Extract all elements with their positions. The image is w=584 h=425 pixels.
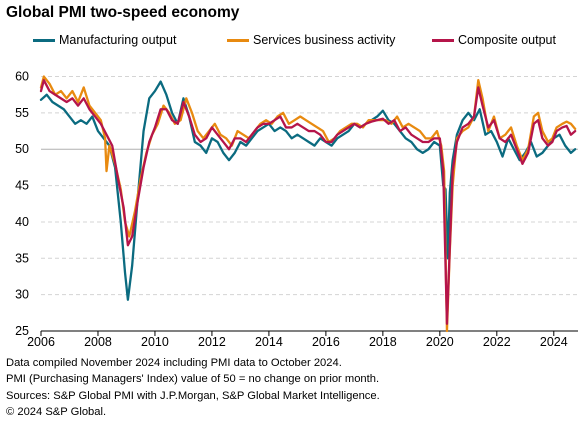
y-tick-label-45: 45 — [15, 179, 29, 193]
y-tick-label-50: 50 — [15, 142, 29, 156]
chart-title: Global PMI two-speed economy — [6, 4, 240, 21]
footnote-copyright: © 2024 S&P Global. — [6, 405, 107, 418]
footnote-pmi-definition: PMI (Purchasing Managers' Index) value o… — [6, 373, 380, 386]
x-tick-label-2022: 2022 — [483, 335, 511, 349]
legend-label-composite: Composite output — [458, 33, 556, 47]
y-axis-tick-labels: 25 30 35 40 45 50 55 60 — [15, 70, 29, 338]
footnotes: Data compiled November 2024 including PM… — [6, 355, 380, 420]
legend-swatch-services — [227, 38, 249, 42]
legend-item-manufacturing: Manufacturing output — [33, 33, 176, 47]
y-tick-label-40: 40 — [15, 215, 29, 229]
x-tick-label-2006: 2006 — [27, 335, 55, 349]
legend-item-services: Services business activity — [227, 33, 395, 47]
x-tick-label-2020: 2020 — [426, 335, 454, 349]
y-tick-label-35: 35 — [15, 251, 29, 265]
y-tick-label-30: 30 — [15, 288, 29, 302]
legend-label-manufacturing: Manufacturing output — [59, 33, 177, 47]
footnote-data-compiled: Data compiled November 2024 including PM… — [6, 357, 342, 369]
legend: Manufacturing output Services business a… — [0, 33, 584, 53]
legend-label-services: Services business activity — [253, 33, 396, 47]
y-tick-label-25: 25 — [15, 324, 29, 338]
grid — [41, 76, 578, 296]
series-line-composite-output — [39, 79, 577, 325]
x-axis — [40, 330, 578, 336]
footnote-sources: Sources: S&P Global PMI with J.P.Morgan,… — [6, 389, 380, 402]
x-tick-label-2012: 2012 — [198, 335, 226, 349]
x-tick-label-2008: 2008 — [84, 335, 112, 349]
x-axis-tick-labels: 2006 2008 2010 2012 2014 2016 2018 2020 2022 2024 — [27, 335, 568, 349]
legend-swatch-composite — [432, 38, 454, 42]
y-tick-label-55: 55 — [15, 106, 29, 120]
y-tick-label-60: 60 — [15, 70, 29, 84]
legend-item-composite: Composite output — [432, 33, 556, 47]
series-line-services-business-activity — [39, 75, 577, 333]
x-tick-label-2016: 2016 — [312, 335, 340, 349]
x-tick-label-2010: 2010 — [141, 335, 169, 349]
x-tick-label-2014: 2014 — [255, 335, 283, 349]
legend-swatch-manufacturing — [33, 38, 55, 42]
x-tick-label-2018: 2018 — [369, 335, 397, 349]
series-line-manufacturing-output — [39, 80, 577, 301]
x-tick-label-2024: 2024 — [540, 335, 568, 349]
series-lines — [39, 75, 577, 333]
